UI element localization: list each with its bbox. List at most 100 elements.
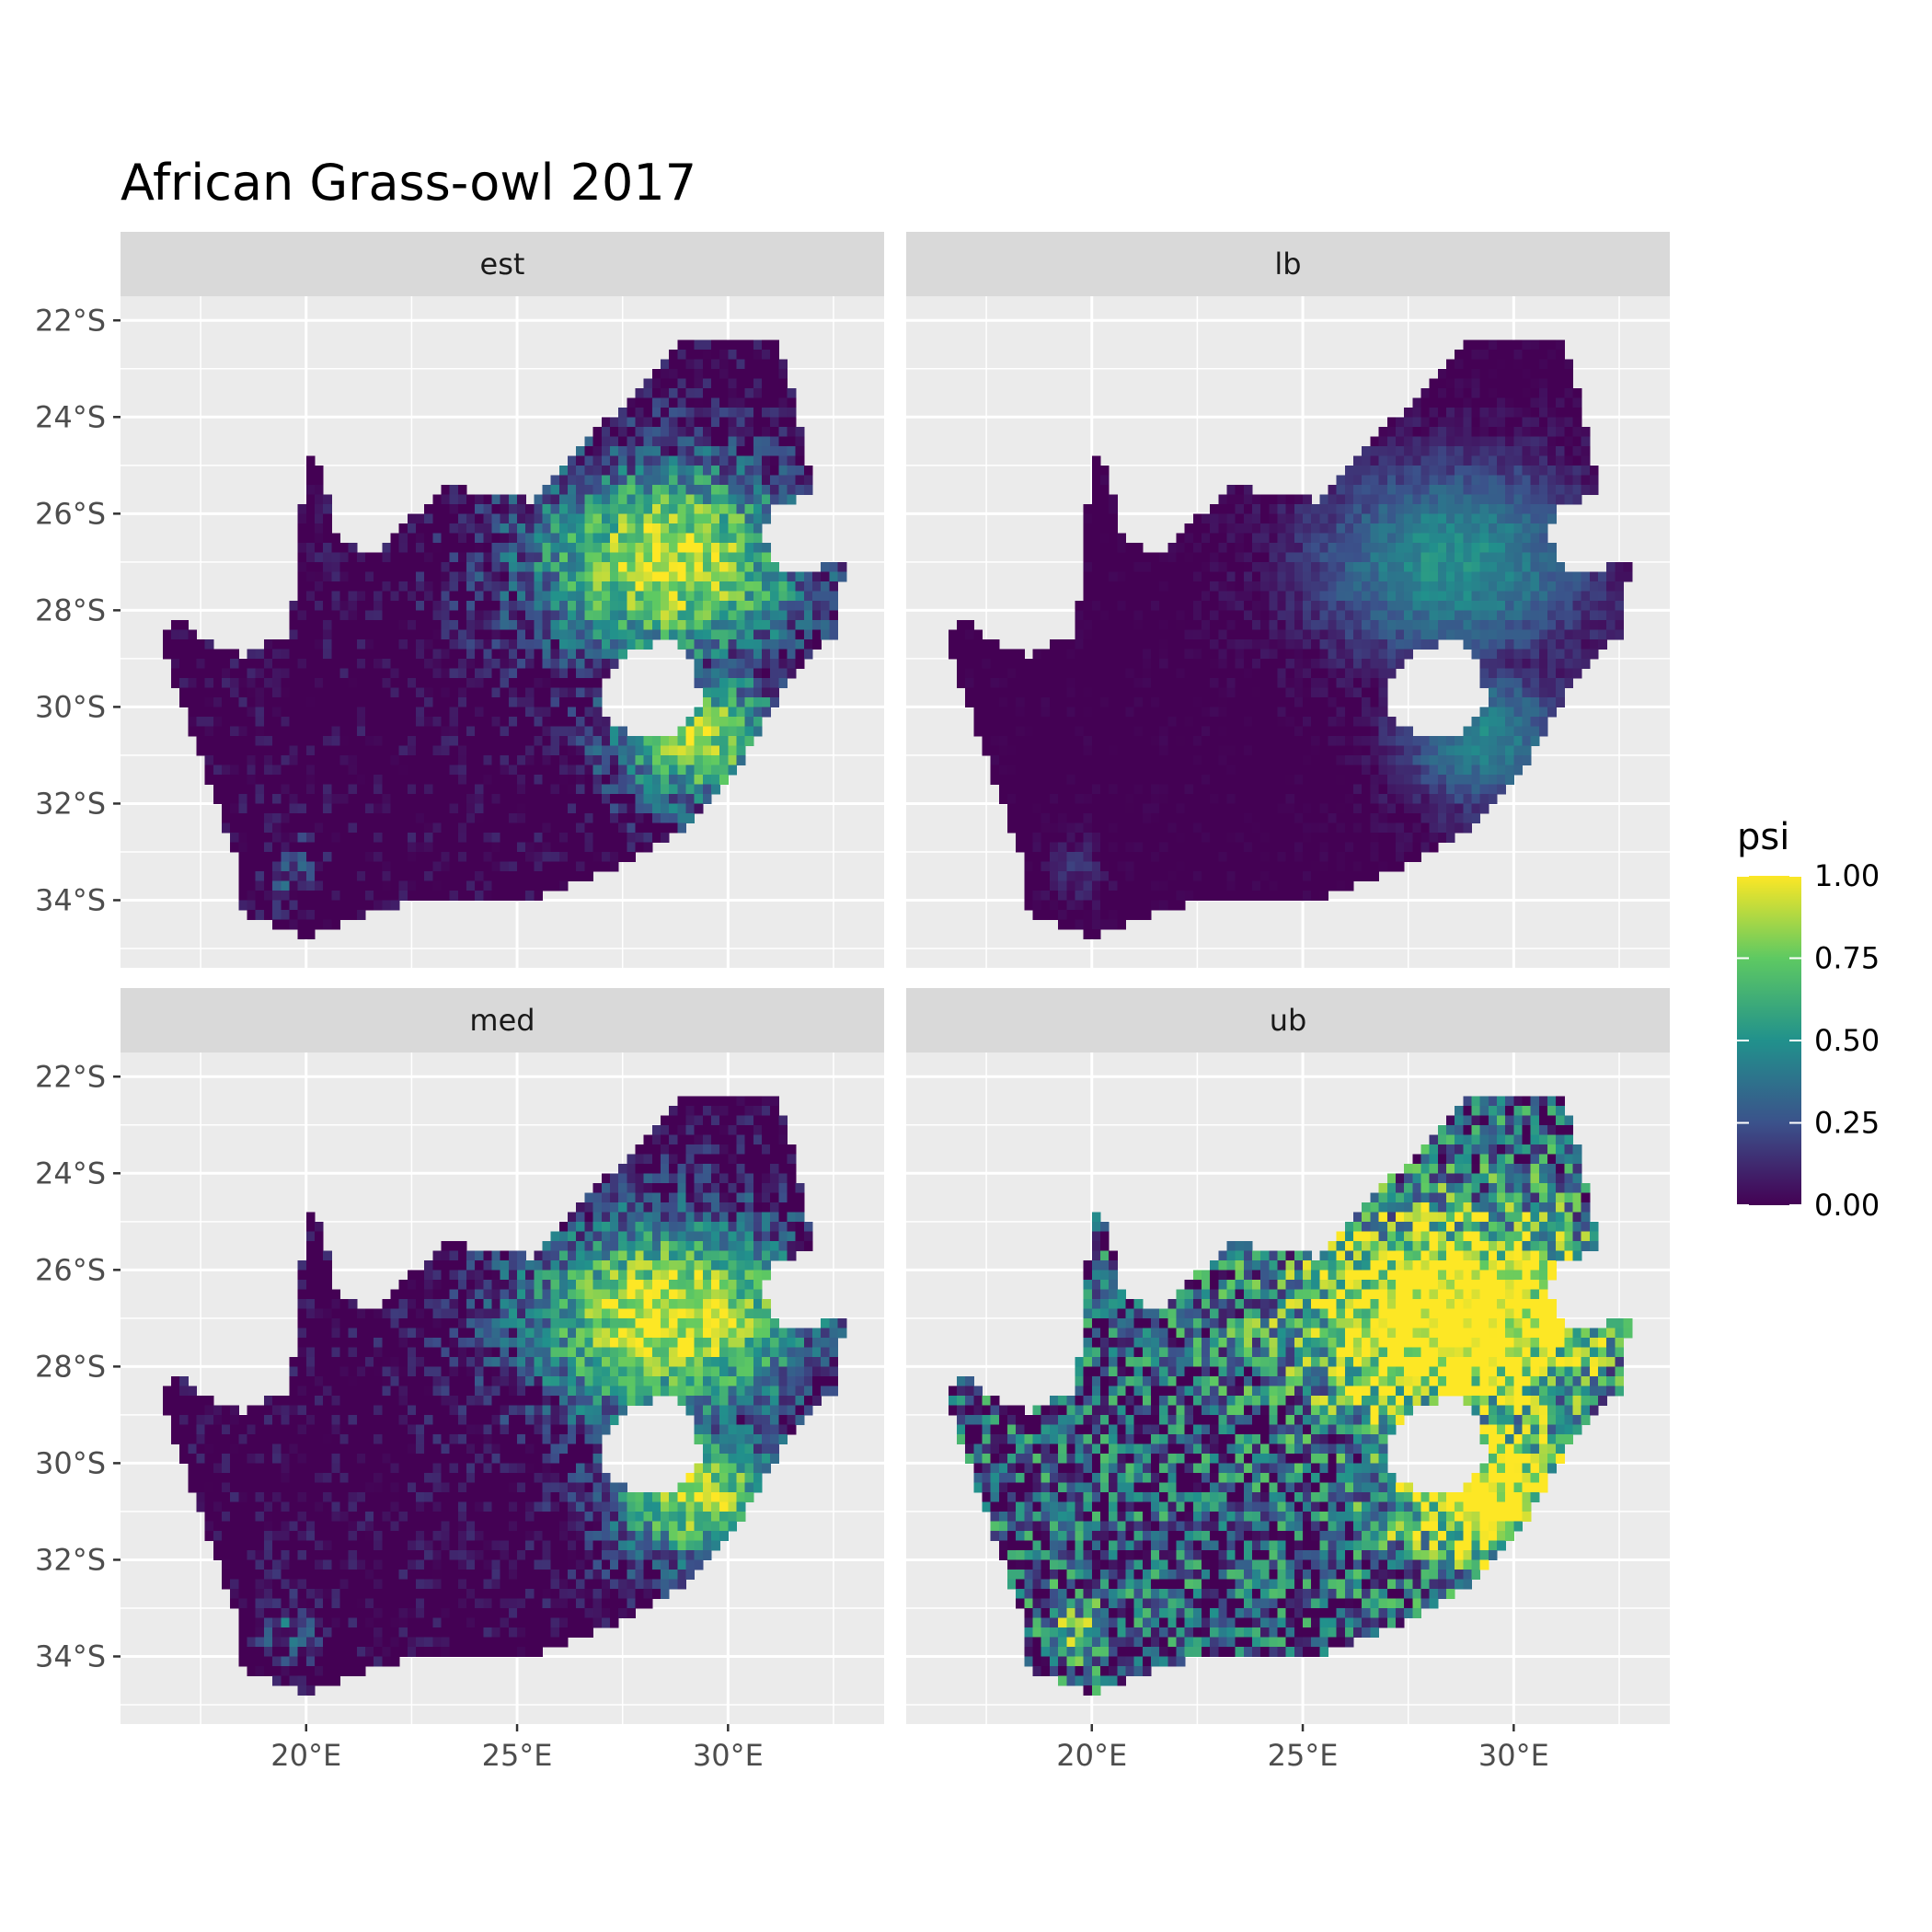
raster-cell [803,619,813,630]
raster-cell [1370,649,1380,660]
raster-cell [1024,658,1034,669]
raster-cell [627,552,637,563]
raster-cell [382,803,392,814]
raster-cell [1133,842,1144,853]
raster-cell [558,812,569,824]
raster-cell [576,861,586,872]
raster-cell [1235,716,1245,728]
raster-cell [1091,513,1101,524]
raster-cell [702,484,712,495]
raster-cell [457,513,467,524]
raster-cell [618,851,627,863]
raster-cell [694,649,704,660]
raster-cell [803,475,813,486]
raster-cell [390,629,400,640]
raster-cell [424,696,433,708]
raster-cell [356,822,366,834]
raster-cell [1150,851,1160,863]
raster-cell [635,610,645,621]
raster-cell [627,774,637,786]
raster-cell [1429,561,1439,572]
raster-cell [1099,754,1110,766]
raster-cell [297,533,307,544]
raster-cell [1125,542,1135,553]
raster-cell [457,561,467,572]
raster-cell [719,542,729,553]
raster-cell [1032,842,1042,853]
raster-cell [1159,812,1168,824]
raster-cell [1319,707,1329,718]
raster-cell [702,754,712,766]
raster-cell [483,523,493,534]
raster-cell [457,812,467,824]
raster-cell [500,668,510,679]
raster-cell [297,774,307,786]
raster-cell [1243,677,1253,688]
raster-cell [238,842,248,853]
raster-cell [710,784,720,795]
raster-cell [323,552,332,563]
raster-cell [247,861,257,872]
raster-cell [1378,571,1388,582]
raster-cell [1201,591,1211,602]
raster-cell [289,668,299,679]
raster-cell [1235,484,1245,495]
raster-cell [1319,542,1329,553]
raster-cell [651,561,661,572]
raster-cell [517,629,526,640]
raster-cell [305,610,316,621]
raster-cell [171,658,180,669]
raster-cell [1024,851,1034,863]
raster-cell [1243,870,1253,882]
raster-cell [1285,561,1295,572]
raster-cell [1353,503,1363,514]
raster-cell [1378,822,1388,834]
raster-cell [314,503,324,514]
raster-cell [736,445,746,456]
raster-cell [1344,629,1354,640]
raster-cell [685,552,696,563]
raster-cell [762,436,771,447]
raster-cell [685,745,696,756]
raster-cell [1395,754,1405,766]
raster-cell [475,542,484,553]
raster-cell [643,417,653,428]
raster-cell [584,745,594,756]
raster-cell [339,812,350,824]
raster-cell [778,494,788,505]
raster-cell [609,803,619,814]
raster-cell [364,784,374,795]
raster-cell [778,638,788,650]
raster-cell [255,880,265,891]
raster-cell [627,600,637,611]
raster-cell [1412,513,1422,524]
raster-cell [1370,465,1380,476]
raster-cell [778,445,788,456]
raster-cell [314,677,324,688]
raster-cell [1184,591,1194,602]
raster-cell [483,542,493,553]
raster-cell [1192,842,1202,853]
raster-cell [356,832,366,844]
raster-cell [1049,880,1059,891]
raster-cell [1091,552,1101,563]
raster-cell [390,668,400,679]
raster-cell [457,687,467,698]
raster-cell [1184,533,1194,544]
raster-cell [550,870,560,882]
raster-cell [1109,629,1118,640]
raster-cell [1420,610,1431,621]
raster-cell [1007,784,1017,795]
raster-cell [432,735,443,747]
raster-cell [1404,600,1413,611]
raster-cell [1083,696,1093,708]
raster-cell [1328,533,1338,544]
raster-cell [1429,523,1439,534]
raster-cell [787,581,797,592]
raster-cell [364,765,374,776]
raster-cell [1362,803,1372,814]
raster-cell [1319,629,1329,640]
raster-cell [356,812,366,824]
raster-cell [550,475,560,486]
